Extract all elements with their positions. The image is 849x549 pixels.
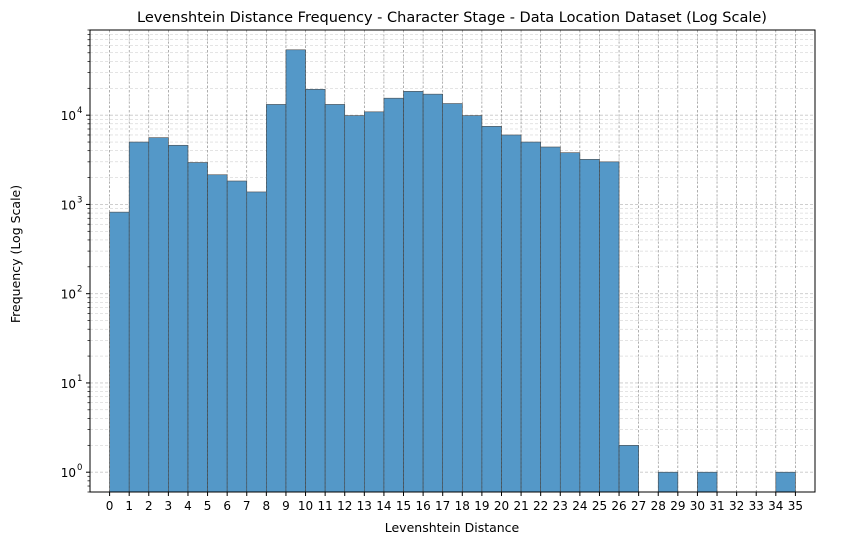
histogram-bar: [559, 152, 581, 493]
x-tick-label: 34: [768, 499, 783, 513]
chart-title: Levenshtein Distance Frequency - Charact…: [137, 10, 767, 26]
histogram-bar: [501, 134, 522, 493]
histogram-bar: [246, 191, 267, 493]
histogram-bar: [324, 104, 346, 493]
x-tick-label: 7: [243, 499, 251, 513]
x-tick-label: 17: [435, 499, 450, 513]
axes-layer: 0 1 2 3 4 5 6 7 8 9 10 11 12 13 14 15 16 17 18 19 20 21 22 23 24…: [61, 29, 816, 513]
plot-frame: [89, 29, 816, 493]
x-tick-label: 32: [729, 499, 744, 513]
x-tick-label: 24: [572, 499, 587, 513]
histogram-bar: [403, 91, 424, 493]
x-tick-label: 15: [396, 499, 411, 513]
histogram-bar: [207, 174, 228, 493]
y-tick-exponent: 2: [77, 285, 82, 295]
histogram-bar: [618, 445, 639, 493]
histogram-bar: [266, 104, 287, 493]
histogram-bar: [442, 103, 463, 493]
x-tick-label: 18: [455, 499, 470, 513]
histogram-bar: [128, 141, 150, 493]
x-tick-label: 11: [317, 499, 332, 513]
x-tick-label: 6: [223, 499, 231, 513]
y-tick-label: 10: [61, 109, 76, 123]
histogram-bar: [422, 93, 444, 493]
histogram-bar: [775, 471, 796, 493]
x-tick-label: 13: [357, 499, 372, 513]
y-axis-label: Frequency (Log Scale): [8, 185, 23, 323]
y-tick-exponent: 0: [77, 463, 82, 473]
histogram-bar: [187, 162, 208, 493]
x-tick-label: 21: [513, 499, 528, 513]
x-axis-label: Levenshtein Distance: [385, 520, 520, 535]
x-tick-label: 30: [690, 499, 705, 513]
x-tick-label: 25: [592, 499, 607, 513]
x-tick-label: 2: [145, 499, 153, 513]
x-tick-label: 20: [494, 499, 509, 513]
x-tick-label: 22: [533, 499, 548, 513]
y-tick-exponent: 4: [77, 106, 82, 116]
histogram-bar: [109, 211, 130, 493]
histogram-bar: [461, 115, 483, 493]
x-tick-label: 35: [788, 499, 803, 513]
y-tick-exponent: 3: [77, 195, 82, 205]
histogram-bar: [364, 111, 385, 493]
y-tick-label: 10: [61, 288, 76, 302]
x-tick-label: 26: [611, 499, 626, 513]
x-tick-label: 23: [553, 499, 568, 513]
x-tick-label: 5: [204, 499, 212, 513]
x-tick-label: 14: [376, 499, 391, 513]
x-tick-label: 8: [263, 499, 271, 513]
histogram-bar: [599, 161, 620, 493]
histogram-bar: [697, 471, 718, 493]
x-tick-label: 3: [165, 499, 173, 513]
x-tick-label: 33: [749, 499, 764, 513]
y-tick-label: 10: [61, 377, 76, 391]
histogram-bar: [657, 471, 679, 493]
histogram-bar: [148, 137, 169, 493]
x-tick-label: 9: [282, 499, 290, 513]
x-tick-label: 0: [106, 499, 114, 513]
x-tick-label: 1: [125, 499, 133, 513]
x-tick-label: 29: [670, 499, 685, 513]
x-tick-label: 27: [631, 499, 646, 513]
histogram-bar: [579, 159, 600, 493]
x-tick-label: 4: [184, 499, 192, 513]
x-tick-label: 16: [415, 499, 430, 513]
y-tick-exponent: 1: [77, 374, 82, 384]
histogram-bar: [383, 97, 404, 493]
histogram-bar: [540, 146, 561, 493]
x-tick-label: 10: [298, 499, 313, 513]
x-tick-label: 31: [709, 499, 724, 513]
histogram-bar: [285, 49, 306, 493]
x-tick-label: 12: [337, 499, 352, 513]
histogram-bar: [168, 144, 189, 493]
histogram-bar: [520, 141, 541, 493]
histogram-bar: [226, 180, 248, 493]
histogram-bar: [481, 126, 502, 493]
y-tick-label: 10: [61, 198, 76, 212]
y-tick-label: 10: [61, 466, 76, 480]
histogram-bar: [305, 88, 326, 493]
x-tick-label: 28: [651, 499, 666, 513]
histogram-bar: [344, 115, 365, 493]
x-tick-label: 19: [474, 499, 489, 513]
